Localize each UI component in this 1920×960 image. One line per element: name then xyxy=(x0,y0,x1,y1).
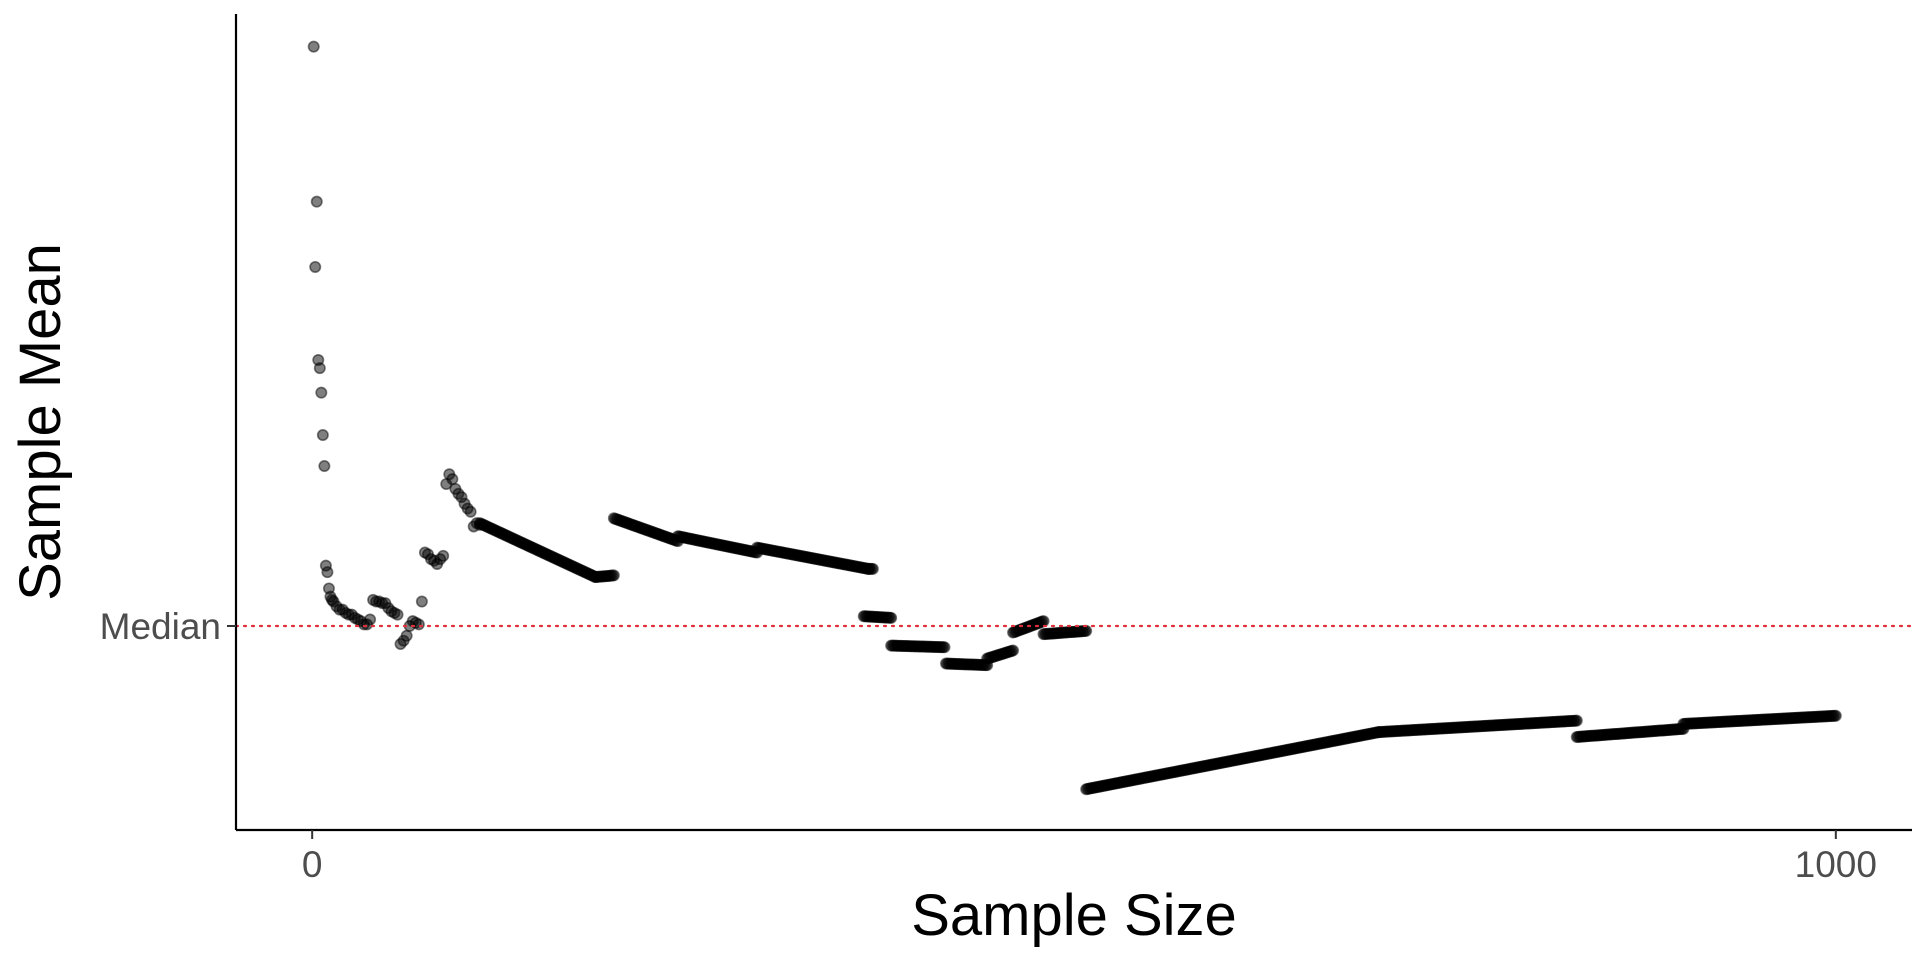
data-point-41 xyxy=(412,618,425,631)
data-point-49 xyxy=(437,549,450,562)
data-point-9 xyxy=(321,566,334,579)
ticks-layer: 0 1000 Median xyxy=(100,606,1877,885)
x-tick-label-1: 1000 xyxy=(1795,844,1877,885)
data-point-34 xyxy=(391,608,404,621)
data-point-6 xyxy=(316,429,329,442)
x-tick-label-0: 0 xyxy=(302,844,323,885)
y-tick-label-0: Median xyxy=(100,606,221,647)
data-point-37 xyxy=(400,629,413,642)
x-axis-title: Sample Size xyxy=(911,883,1237,948)
y-axis-title: Sample Mean xyxy=(8,243,73,601)
data-point-476 xyxy=(1080,624,1093,637)
data-point-380 xyxy=(938,641,951,654)
data-point-52 xyxy=(446,473,459,486)
data-point-2 xyxy=(310,195,323,208)
data-point-5 xyxy=(315,386,328,399)
data-point-972 xyxy=(1829,709,1842,722)
data-point-58 xyxy=(464,505,477,518)
data-point-447 xyxy=(1037,615,1050,628)
data-point-7 xyxy=(318,460,331,473)
data-point-800 xyxy=(1570,714,1583,727)
data-point-4 xyxy=(313,362,326,375)
data-point-42 xyxy=(415,595,428,608)
data-point-426 xyxy=(1007,644,1020,657)
data-point-1 xyxy=(309,260,322,273)
points-layer xyxy=(307,40,1842,796)
data-point-344 xyxy=(885,611,898,624)
data-point-0 xyxy=(307,40,320,53)
data-point-25 xyxy=(364,613,377,626)
data-point-325 xyxy=(866,562,879,575)
data-point-151 xyxy=(607,569,620,582)
